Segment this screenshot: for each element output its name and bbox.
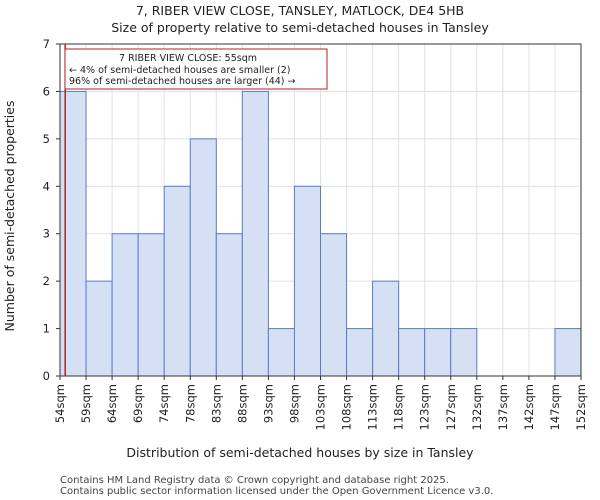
y-tick-label: 2 [43,274,50,288]
bars [59,90,582,377]
x-axis-label: Distribution of semi-detached houses by … [126,445,474,460]
annotation-line-2: ← 4% of semi-detached houses are smaller… [69,65,290,76]
y-axis-label: Number of semi-detached properties [2,101,17,332]
footer-line-2: Contains public sector information licen… [60,486,493,497]
y-tick-label: 0 [43,369,50,383]
x-tick-label: 78sqm [183,384,197,423]
bar [241,90,269,377]
annotation-line-1: 7 RIBER VIEW CLOSE: 55sqm [119,53,257,64]
y-tick-label: 6 [43,84,50,98]
bar [267,328,295,377]
x-tick-label: 132sqm [470,384,484,430]
bar [346,328,374,377]
bar [554,328,582,377]
y-axis-ticks: 0 1 2 3 4 5 6 7 [43,37,60,383]
bar [85,280,113,377]
bar [450,328,478,377]
y-tick-label: 3 [43,227,50,241]
bar [189,138,217,377]
x-tick-label: 59sqm [79,384,93,423]
x-tick-label: 74sqm [157,384,171,423]
bar [111,233,139,377]
plot-frame [59,43,582,377]
bar [320,233,348,377]
bar [398,328,426,377]
bar [163,185,191,377]
y-tick-label: 4 [43,179,50,193]
y-tick-label: 1 [43,322,50,336]
annotation-frame [64,48,328,90]
y-tick-label: 7 [43,37,50,51]
x-tick-label: 69sqm [131,384,145,423]
x-tick-label: 123sqm [418,384,432,430]
bar [372,280,400,377]
chart-subtitle: Size of property relative to semi-detach… [111,20,489,35]
x-tick-label: 152sqm [574,384,588,430]
bar [424,328,452,377]
bar [293,185,322,377]
x-axis-ticks: 54sqm 59sqm 64sqm 69sqm 74sqm 78sqm 83sqm 88sqm… [53,376,588,430]
x-tick-label: 147sqm [548,384,562,430]
x-tick-label: 54sqm [53,384,67,423]
x-tick-label: 83sqm [209,384,223,423]
y-tick-label: 5 [43,132,50,146]
x-tick-label: 103sqm [314,384,328,430]
x-tick-label: 142sqm [522,384,536,430]
x-tick-label: 64sqm [105,384,119,423]
footer-line-1: Contains HM Land Registry data © Crown c… [60,475,449,486]
annotation-line-3: 96% of semi-detached houses are larger (… [69,76,296,87]
x-tick-label: 93sqm [261,384,275,423]
annotation-box: 7 RIBER VIEW CLOSE: 55sqm ← 4% of semi-d… [64,48,328,90]
bar [59,90,87,377]
x-tick-label: 88sqm [235,384,249,423]
x-tick-label: 127sqm [444,384,458,430]
bar [137,233,165,377]
chart-title: 7, RIBER VIEW CLOSE, TANSLEY, MATLOCK, D… [136,3,464,18]
bar [215,233,243,377]
x-tick-label: 98sqm [287,384,301,423]
x-tick-label: 113sqm [366,384,380,430]
x-tick-label: 137sqm [496,384,510,430]
x-tick-label: 108sqm [340,384,354,430]
x-tick-label: 118sqm [392,384,406,430]
